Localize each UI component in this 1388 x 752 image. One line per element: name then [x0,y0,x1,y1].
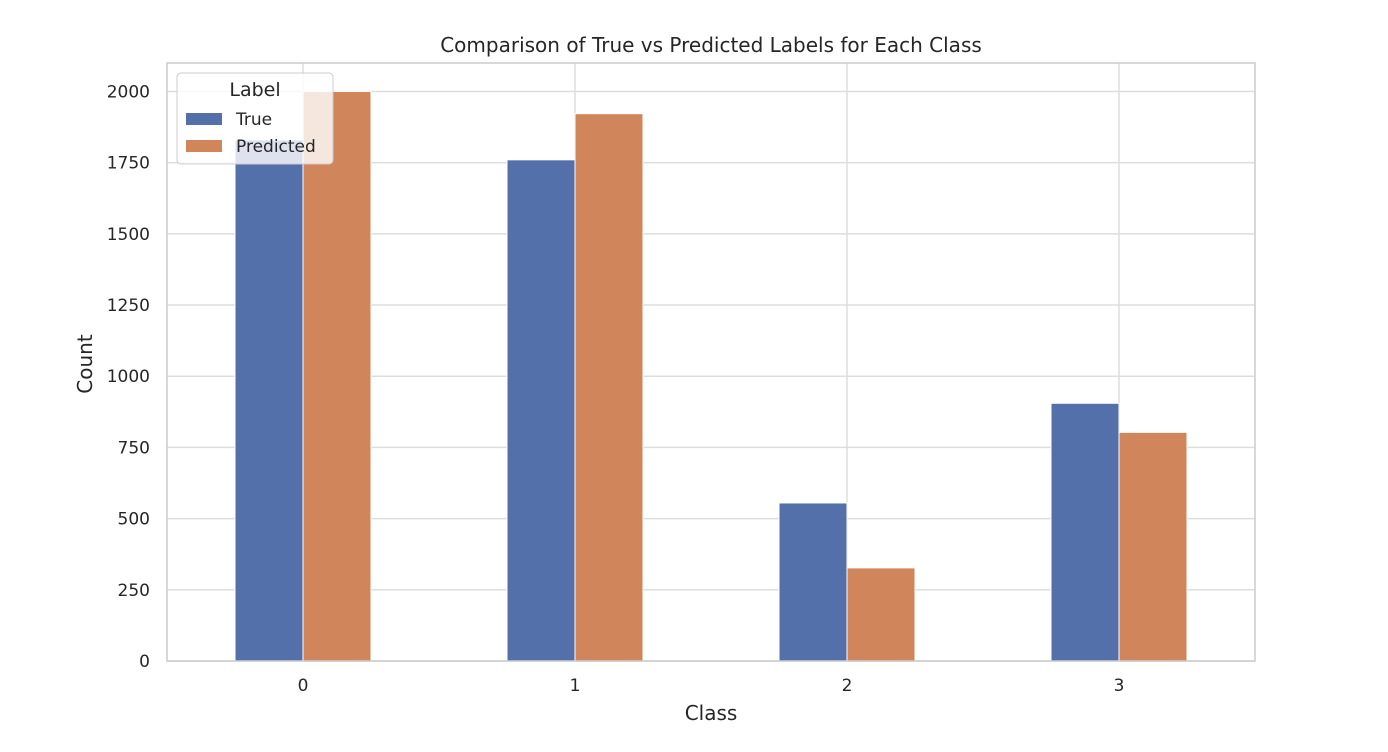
legend-swatch-true [186,113,222,125]
legend-label-true: True [235,110,272,130]
bar-predicted-class-1 [574,113,644,662]
legend-swatch-predicted [186,140,222,152]
chart-title: Comparison of True vs Predicted Labels f… [440,33,982,57]
y-tick-label: 2000 [107,82,150,102]
x-axis-label: Class [685,701,738,725]
y-tick-label: 1750 [107,154,150,174]
bar-predicted-class-3 [1118,431,1188,662]
legend: Label True Predicted [176,72,334,165]
bar-true-class-0 [234,139,304,662]
y-tick-label: 1250 [107,296,150,316]
y-tick-label: 500 [118,510,150,530]
y-tick-label: 250 [118,581,150,601]
x-tick-label: 2 [842,676,853,696]
x-tick-label: 3 [1114,676,1125,696]
legend-title: Label [229,79,280,101]
bar-predicted-class-2 [846,567,916,662]
tick-labels: 0 250 500 750 1000 1250 1500 1750 2000 0 1 2 3 [107,82,1125,696]
x-tick-label: 1 [570,676,581,696]
plot-frame [166,62,1256,662]
x-tick-label: 0 [298,676,309,696]
bars [234,90,1188,662]
bar-true-class-3 [1050,402,1120,662]
legend-label-predicted: Predicted [236,137,316,157]
y-tick-label: 1500 [107,225,150,245]
y-tick-label: 0 [139,652,150,672]
y-tick-label: 1000 [107,367,150,387]
y-axis-label: Count [73,334,97,394]
bar-true-class-2 [778,502,848,662]
bar-predicted-class-0 [302,90,372,662]
y-tick-label: 750 [118,438,150,458]
bar-true-class-1 [506,159,576,662]
